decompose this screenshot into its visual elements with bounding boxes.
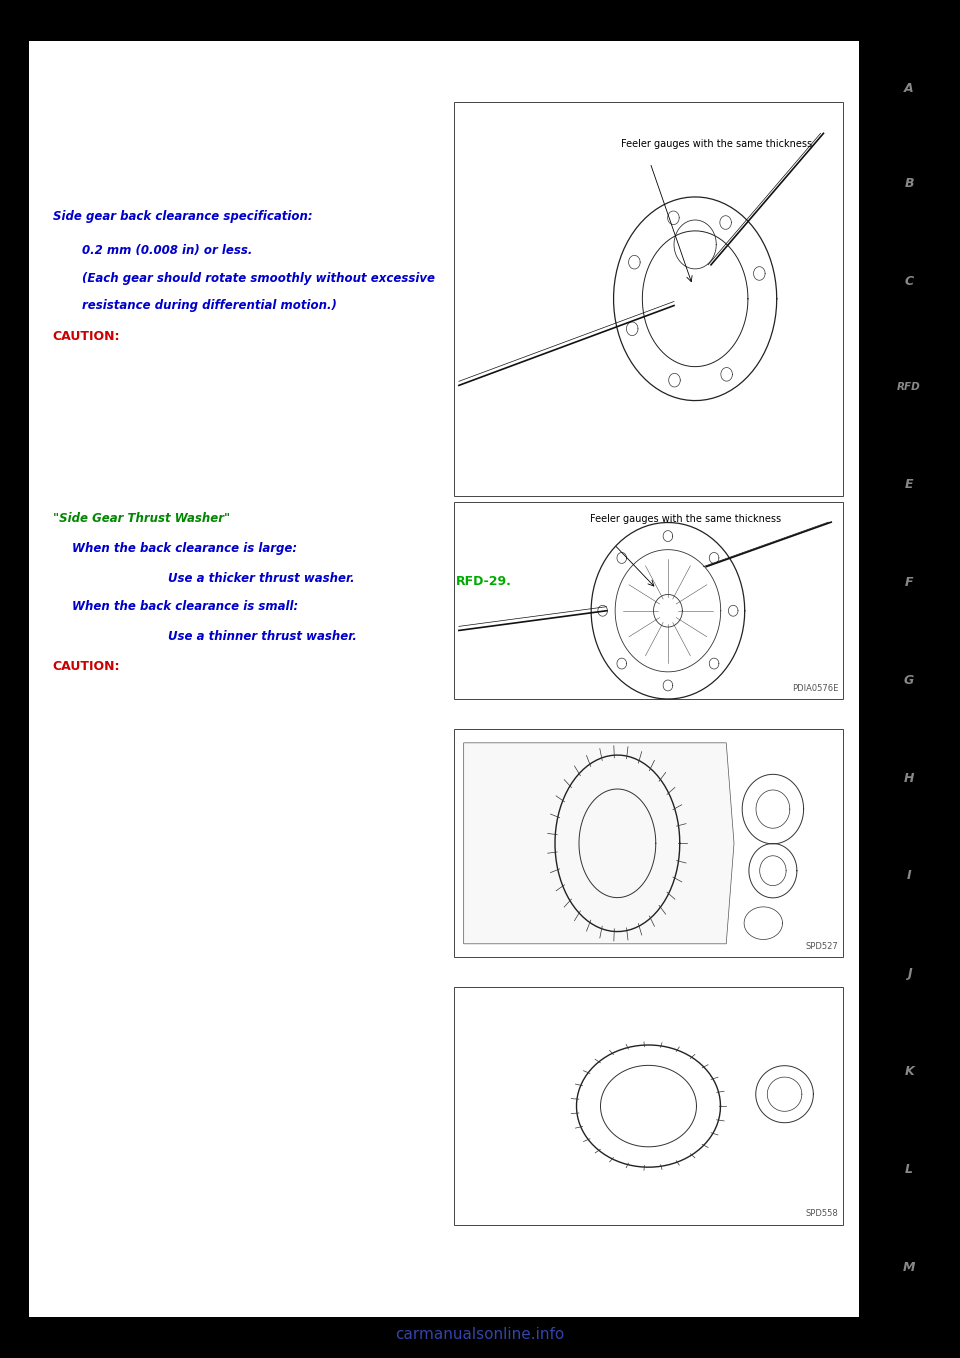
Bar (454, 502, 843, 699)
Text: carmanualsonline.info: carmanualsonline.info (396, 1327, 564, 1342)
Text: (Each gear should rotate smoothly without excessive: (Each gear should rotate smoothly withou… (82, 272, 435, 285)
Text: CAUTION:: CAUTION: (53, 660, 120, 674)
Text: 0.2 mm (0.008 in) or less.: 0.2 mm (0.008 in) or less. (82, 244, 252, 258)
Bar (454, 729, 843, 957)
Text: When the back clearance is small:: When the back clearance is small: (72, 600, 299, 614)
Bar (454, 102, 843, 496)
Text: RFD-29.: RFD-29. (456, 574, 512, 588)
Text: Feeler gauges with the same thickness: Feeler gauges with the same thickness (621, 139, 812, 149)
Text: PDIA0576E: PDIA0576E (792, 683, 838, 693)
Text: RFD: RFD (898, 382, 921, 392)
Text: SPD558: SPD558 (805, 1209, 838, 1218)
Text: SPD527: SPD527 (805, 941, 838, 951)
Text: E: E (905, 478, 913, 492)
Bar (454, 987, 843, 1225)
Text: H: H (904, 771, 914, 785)
Text: I: I (907, 869, 911, 883)
Text: Use a thinner thrust washer.: Use a thinner thrust washer. (168, 630, 357, 644)
Text: F: F (905, 576, 913, 589)
Text: Use a thicker thrust washer.: Use a thicker thrust washer. (168, 572, 354, 585)
Text: Feeler gauges with the same thickness: Feeler gauges with the same thickness (590, 515, 781, 524)
Text: K: K (904, 1065, 914, 1078)
Text: Side gear back clearance specification:: Side gear back clearance specification: (53, 210, 312, 224)
Text: M: M (902, 1260, 916, 1274)
Text: J: J (907, 967, 911, 980)
Text: resistance during differential motion.): resistance during differential motion.) (82, 299, 336, 312)
Bar (859, 0, 960, 1358)
Text: L: L (905, 1162, 913, 1176)
Text: A: A (904, 81, 914, 95)
Text: B: B (904, 177, 914, 190)
Text: C: C (904, 274, 914, 288)
Text: CAUTION:: CAUTION: (53, 330, 120, 344)
Text: When the back clearance is large:: When the back clearance is large: (72, 542, 298, 555)
Polygon shape (464, 743, 734, 944)
Bar (29, 41, 859, 1317)
Text: "Side Gear Thrust Washer": "Side Gear Thrust Washer" (53, 512, 230, 526)
Text: G: G (904, 674, 914, 687)
